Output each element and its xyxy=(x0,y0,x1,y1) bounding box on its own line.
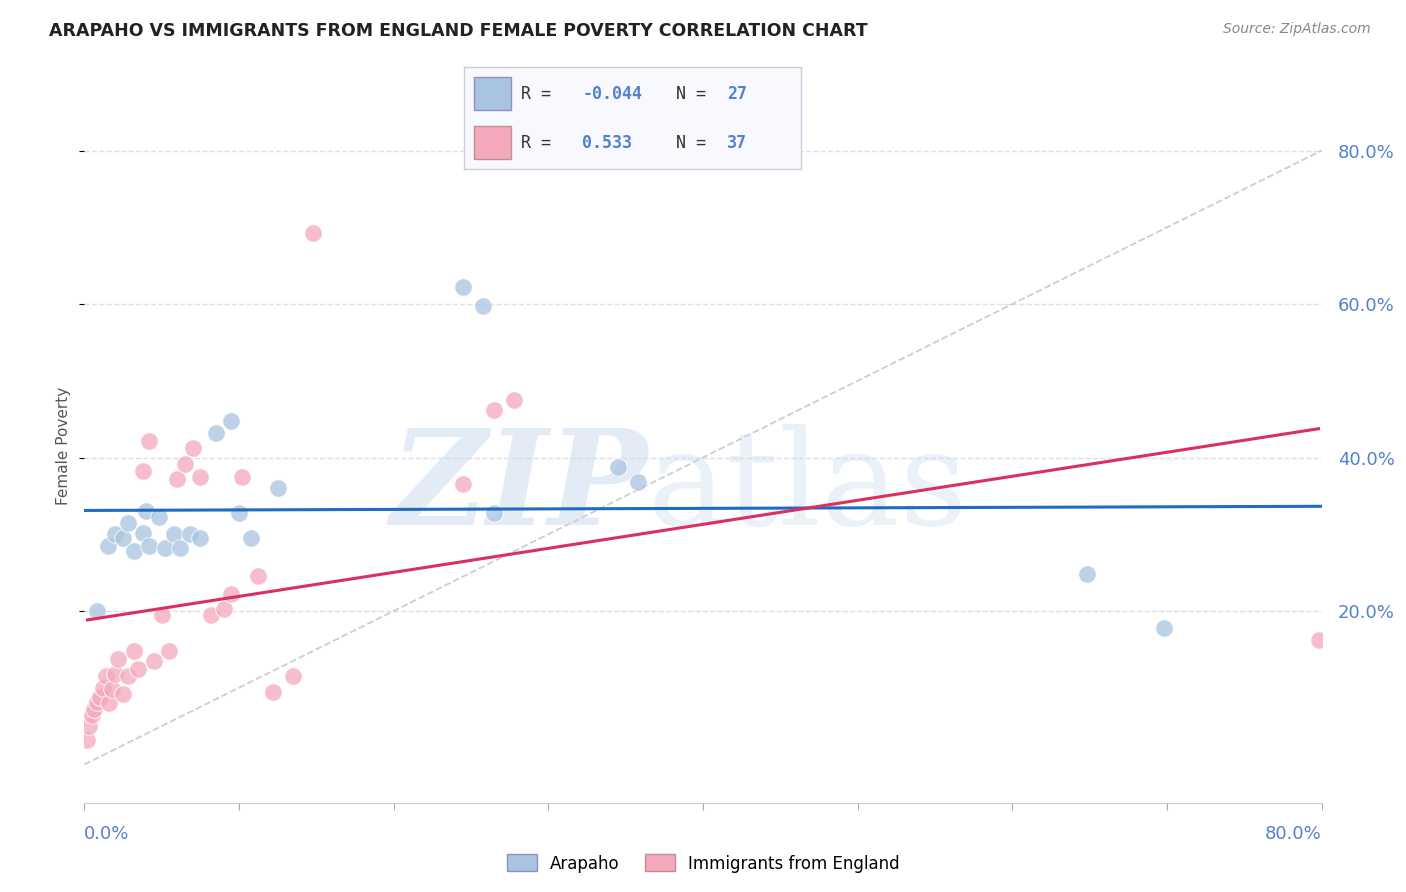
Point xyxy=(86,604,108,618)
Text: R =: R = xyxy=(522,134,561,152)
Point xyxy=(117,516,139,530)
Point xyxy=(188,531,212,545)
Text: atlas: atlas xyxy=(647,425,967,553)
Text: R =: R = xyxy=(522,85,561,103)
Point xyxy=(267,481,290,495)
Point xyxy=(166,472,188,486)
Point xyxy=(104,527,127,541)
Point xyxy=(97,539,120,553)
Text: N =: N = xyxy=(657,85,716,103)
Point xyxy=(94,669,117,683)
Point xyxy=(607,459,630,474)
Point xyxy=(1076,567,1098,582)
Point xyxy=(104,666,127,681)
Y-axis label: Female Poverty: Female Poverty xyxy=(56,387,72,505)
Point xyxy=(231,469,253,483)
Point xyxy=(221,414,243,428)
Text: 80.0%: 80.0% xyxy=(1265,825,1322,843)
Text: -0.044: -0.044 xyxy=(582,85,643,103)
Point xyxy=(174,457,197,471)
Point xyxy=(262,684,284,698)
Point xyxy=(107,651,129,665)
Point xyxy=(132,464,155,478)
Point xyxy=(228,506,250,520)
Text: ARAPAHO VS IMMIGRANTS FROM ENGLAND FEMALE POVERTY CORRELATION CHART: ARAPAHO VS IMMIGRANTS FROM ENGLAND FEMAL… xyxy=(49,22,868,40)
Point xyxy=(181,442,204,456)
Point xyxy=(83,702,105,716)
Point xyxy=(91,681,114,695)
Text: Source: ZipAtlas.com: Source: ZipAtlas.com xyxy=(1223,22,1371,37)
Legend: Arapaho, Immigrants from England: Arapaho, Immigrants from England xyxy=(501,847,905,880)
Point xyxy=(117,669,139,683)
Point xyxy=(77,719,100,733)
Point xyxy=(627,475,650,489)
Point xyxy=(163,527,186,541)
Point xyxy=(200,607,222,622)
Point xyxy=(76,732,98,747)
Point xyxy=(453,477,475,491)
Point xyxy=(122,544,145,558)
Point xyxy=(132,525,155,540)
Point xyxy=(503,392,526,407)
Point xyxy=(138,434,160,448)
Point xyxy=(179,527,201,541)
Text: N =: N = xyxy=(657,134,716,152)
Point xyxy=(221,587,243,601)
Point xyxy=(188,469,212,483)
Point xyxy=(122,644,145,658)
Point xyxy=(302,227,325,241)
Point xyxy=(86,694,108,708)
Point xyxy=(484,506,506,520)
Point xyxy=(153,541,176,555)
Point xyxy=(159,644,181,658)
Point xyxy=(453,280,475,294)
Point xyxy=(283,669,305,683)
Point xyxy=(128,661,150,675)
Point xyxy=(240,531,263,545)
Point xyxy=(112,531,135,545)
Point xyxy=(148,510,170,524)
Point xyxy=(138,539,160,553)
Point xyxy=(484,403,506,417)
Point xyxy=(150,607,173,622)
Point xyxy=(472,299,495,313)
FancyBboxPatch shape xyxy=(474,127,512,159)
Point xyxy=(82,707,104,722)
Point xyxy=(135,504,157,518)
Point xyxy=(101,682,124,697)
Text: 37: 37 xyxy=(727,134,747,152)
Text: 27: 27 xyxy=(727,85,747,103)
Point xyxy=(143,654,166,668)
Point xyxy=(1153,621,1175,635)
Point xyxy=(112,687,135,701)
Point xyxy=(205,425,228,440)
FancyBboxPatch shape xyxy=(474,78,512,110)
Point xyxy=(1308,633,1330,648)
Point xyxy=(212,602,235,616)
Point xyxy=(89,690,111,704)
Text: 0.533: 0.533 xyxy=(582,134,633,152)
Point xyxy=(246,569,269,583)
Text: ZIP: ZIP xyxy=(389,425,647,553)
Text: 0.0%: 0.0% xyxy=(84,825,129,843)
Point xyxy=(169,541,191,555)
Point xyxy=(98,696,121,710)
